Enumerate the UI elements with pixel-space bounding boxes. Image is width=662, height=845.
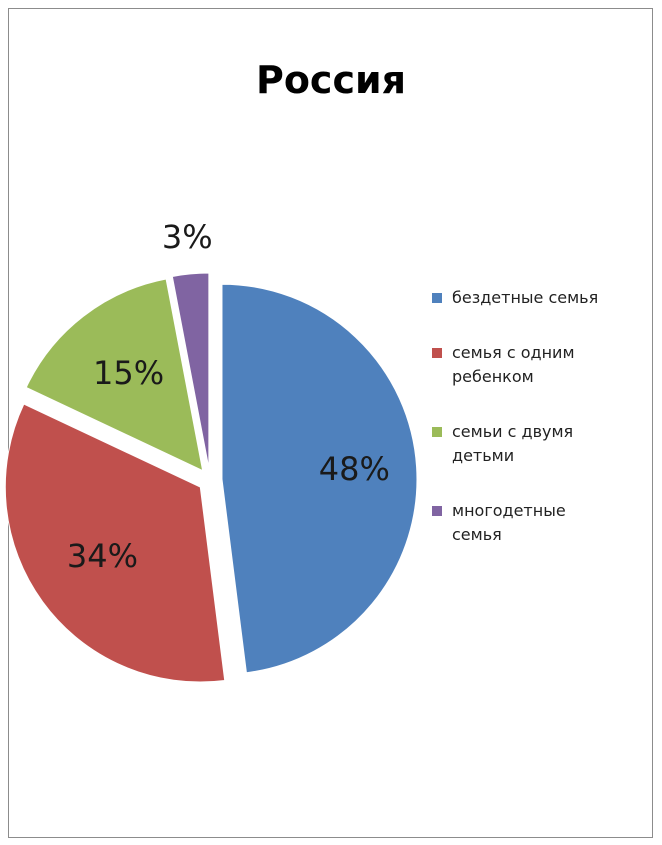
data-label: 15% xyxy=(93,354,164,392)
data-label: 3% xyxy=(162,218,213,256)
legend-label: бездетные семья xyxy=(452,286,642,310)
data-label: 48% xyxy=(319,450,390,488)
legend-swatch xyxy=(432,348,442,358)
pie-slice xyxy=(4,403,226,683)
legend-label-line: семья с одним xyxy=(452,343,575,362)
legend-label: многодетные семья xyxy=(452,499,642,547)
legend-label-line: ребенком xyxy=(452,367,534,386)
legend-label-line: детьми xyxy=(452,446,515,465)
chart-title: Россия xyxy=(255,58,407,102)
legend-swatch xyxy=(432,293,442,303)
legend-item: многодетные семья xyxy=(432,499,642,547)
data-label: 34% xyxy=(67,537,138,575)
legend-swatch xyxy=(432,427,442,437)
pie-slice xyxy=(25,278,204,472)
pie-slice xyxy=(171,272,210,469)
legend-item: семья с одним ребенком xyxy=(432,341,642,389)
legend-label: семья с одним ребенком xyxy=(452,341,642,389)
legend-item: бездетные семья xyxy=(432,286,642,310)
legend-label-line: многодетные xyxy=(452,501,566,520)
legend-label-line: бездетные семья xyxy=(452,288,599,307)
legend-item: семьи с двумя детьми xyxy=(432,420,642,468)
pie-slice xyxy=(221,283,418,674)
legend-label: семьи с двумя детьми xyxy=(452,420,642,468)
legend-label-line: семьи с двумя xyxy=(452,422,574,441)
legend-swatch xyxy=(432,506,442,516)
legend-label-line: семья xyxy=(452,525,502,544)
chart-legend: бездетные семья семья с одним ребенком семь… xyxy=(432,286,642,578)
